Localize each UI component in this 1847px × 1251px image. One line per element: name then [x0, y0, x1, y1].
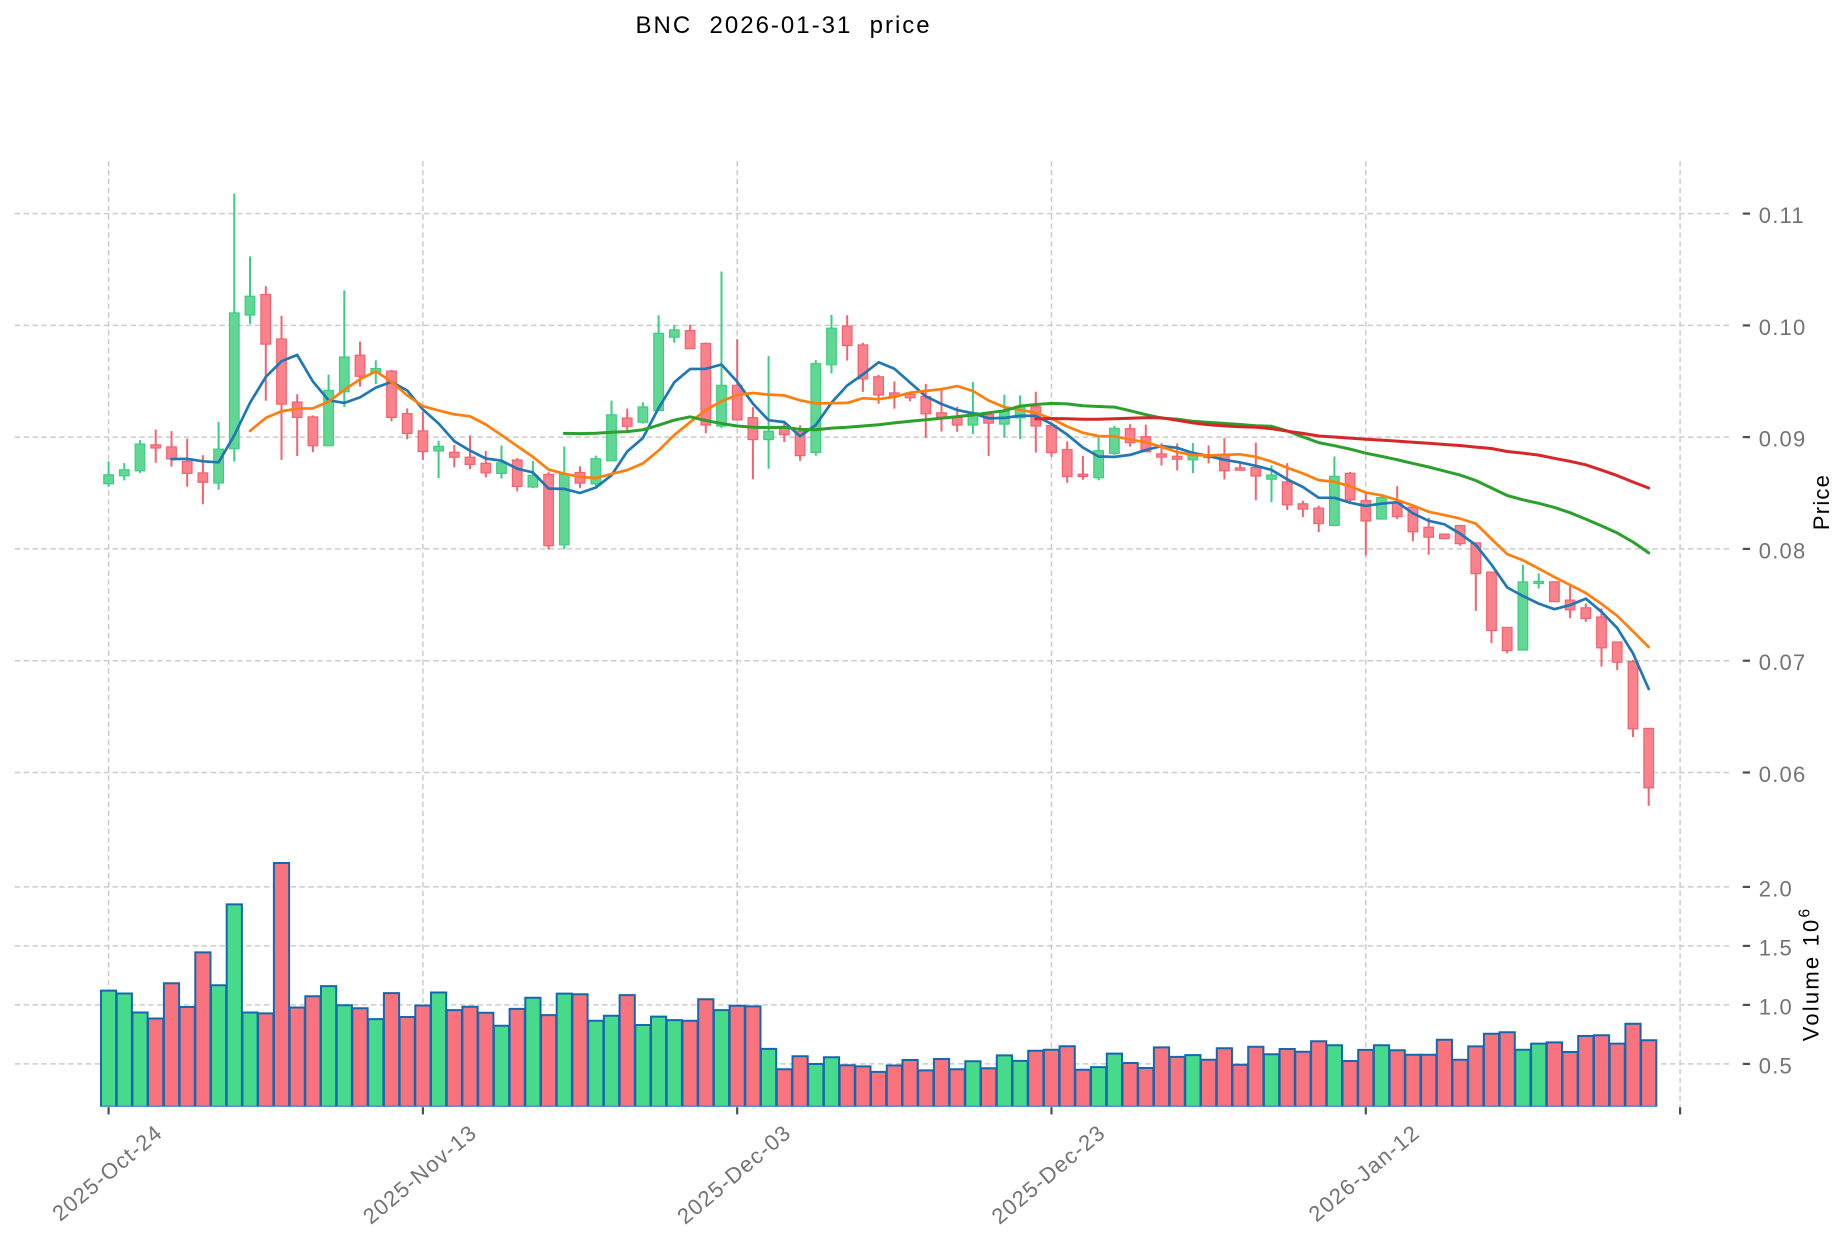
svg-text:Price: Price — [1809, 474, 1834, 530]
svg-text:BNC 2026-01-31 price: BNC 2026-01-31 price — [636, 12, 932, 39]
svg-text:0.08: 0.08 — [1759, 538, 1807, 563]
svg-text:0.07: 0.07 — [1759, 650, 1807, 675]
svg-text:0.5: 0.5 — [1759, 1053, 1793, 1078]
svg-text:0.06: 0.06 — [1759, 762, 1807, 787]
svg-text:0.11: 0.11 — [1759, 203, 1805, 228]
svg-text:2.0: 2.0 — [1759, 876, 1793, 901]
svg-text:Volume 106: Volume 106 — [1796, 907, 1824, 1042]
svg-text:1.5: 1.5 — [1759, 935, 1793, 960]
svg-text:0.10: 0.10 — [1759, 315, 1807, 340]
svg-text:1.0: 1.0 — [1759, 994, 1793, 1019]
svg-text:0.09: 0.09 — [1759, 427, 1807, 452]
